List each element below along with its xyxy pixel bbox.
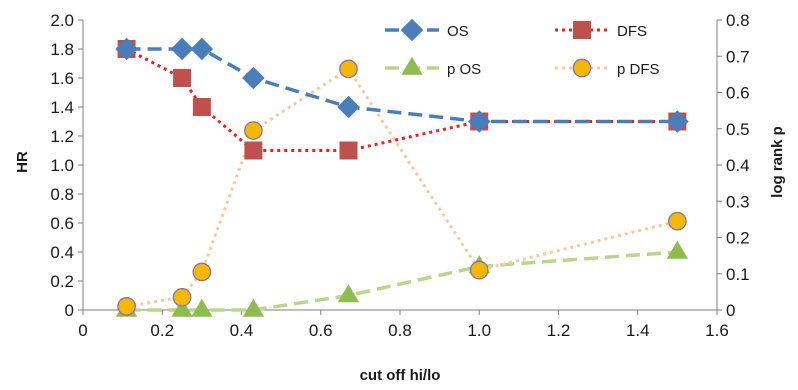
x-tick-label: 1.6	[705, 321, 729, 340]
x-tick-label: 0.8	[388, 321, 412, 340]
series-layer	[115, 37, 689, 317]
data-point	[339, 141, 358, 160]
data-point	[191, 298, 213, 317]
x-tick-label: 0.6	[309, 321, 333, 340]
data-point	[244, 121, 263, 140]
legend-marker	[401, 56, 423, 75]
data-point	[171, 298, 193, 317]
axes: 0 0.2 0.4 0.6 0.8 1.0 1.2 1.4 1.600.20.40.60.81.…	[50, 11, 749, 340]
y-left-tick-label: 2.0	[50, 11, 74, 30]
y-left-tick-label: 0.8	[50, 185, 74, 204]
legend: OS DFS p OS p DFS	[385, 18, 660, 78]
legend-item-os: OS	[385, 18, 469, 42]
data-point	[666, 240, 689, 259]
x-tick-label: 0.2	[150, 321, 174, 340]
y-left-tick-label: 0.2	[50, 272, 74, 291]
legend-item-p-os: p OS	[385, 56, 481, 78]
data-point	[192, 98, 211, 116]
y-left-tick-label: 1.6	[50, 69, 74, 88]
x-tick-label: 0	[78, 321, 87, 340]
legend-marker	[572, 58, 592, 78]
y-right-tick-label: 0.2	[726, 229, 750, 248]
legend-label: p DFS	[617, 61, 660, 78]
series-p-dfs	[117, 59, 687, 316]
y-left-tick-label: 1.8	[50, 40, 74, 59]
x-tick-label: 1.2	[547, 321, 571, 340]
y-right-tick-label: 0	[726, 301, 735, 320]
legend-label: OS	[447, 23, 469, 40]
data-point	[242, 298, 265, 317]
y-left-tick-label: 0	[65, 301, 74, 320]
data-point	[172, 287, 192, 307]
y-axis-left-title: HR	[14, 151, 31, 173]
data-point	[242, 66, 265, 90]
data-point	[666, 110, 689, 133]
legend-marker	[400, 18, 424, 42]
data-point	[192, 262, 212, 282]
legend-marker	[573, 21, 591, 39]
x-tick-label: 1.0	[467, 321, 491, 340]
y-left-tick-label: 0.4	[50, 243, 74, 262]
y-left-tick-label: 1.0	[50, 156, 74, 175]
legend-label: DFS	[617, 23, 647, 40]
y-right-tick-label: 0.3	[726, 192, 750, 211]
y-left-tick-label: 1.2	[50, 127, 74, 146]
legend-item-p-dfs: p DFS	[555, 58, 660, 78]
data-point	[468, 110, 491, 133]
series-os	[115, 37, 689, 133]
legend-item-dfs: DFS	[555, 21, 647, 40]
y-right-tick-label: 0.4	[726, 156, 750, 175]
data-point	[469, 260, 489, 280]
legend-label: p OS	[447, 61, 481, 78]
data-point	[337, 284, 360, 303]
data-point	[190, 37, 214, 61]
series-line	[126, 250, 678, 312]
y-right-tick-label: 0.8	[726, 11, 750, 30]
y-right-tick-label: 0.5	[726, 120, 750, 139]
data-point	[339, 59, 358, 79]
y-left-tick-label: 0.6	[50, 214, 74, 233]
y-right-tick-label: 0.1	[726, 265, 750, 284]
data-point	[244, 141, 263, 160]
data-point	[668, 211, 687, 231]
data-point	[117, 297, 136, 316]
data-point	[115, 37, 138, 61]
y-right-tick-label: 0.7	[726, 47, 750, 66]
y-right-tick-label: 0.6	[726, 84, 750, 103]
data-point	[170, 37, 194, 61]
x-tick-label: 1.4	[626, 321, 650, 340]
data-point	[337, 95, 360, 119]
x-axis-title: cut off hi/lo	[360, 367, 441, 384]
x-tick-label: 0.4	[230, 321, 254, 340]
data-point	[173, 69, 192, 87]
y-left-tick-label: 1.4	[50, 98, 74, 117]
y-axis-right-title: log rank p	[769, 126, 786, 198]
